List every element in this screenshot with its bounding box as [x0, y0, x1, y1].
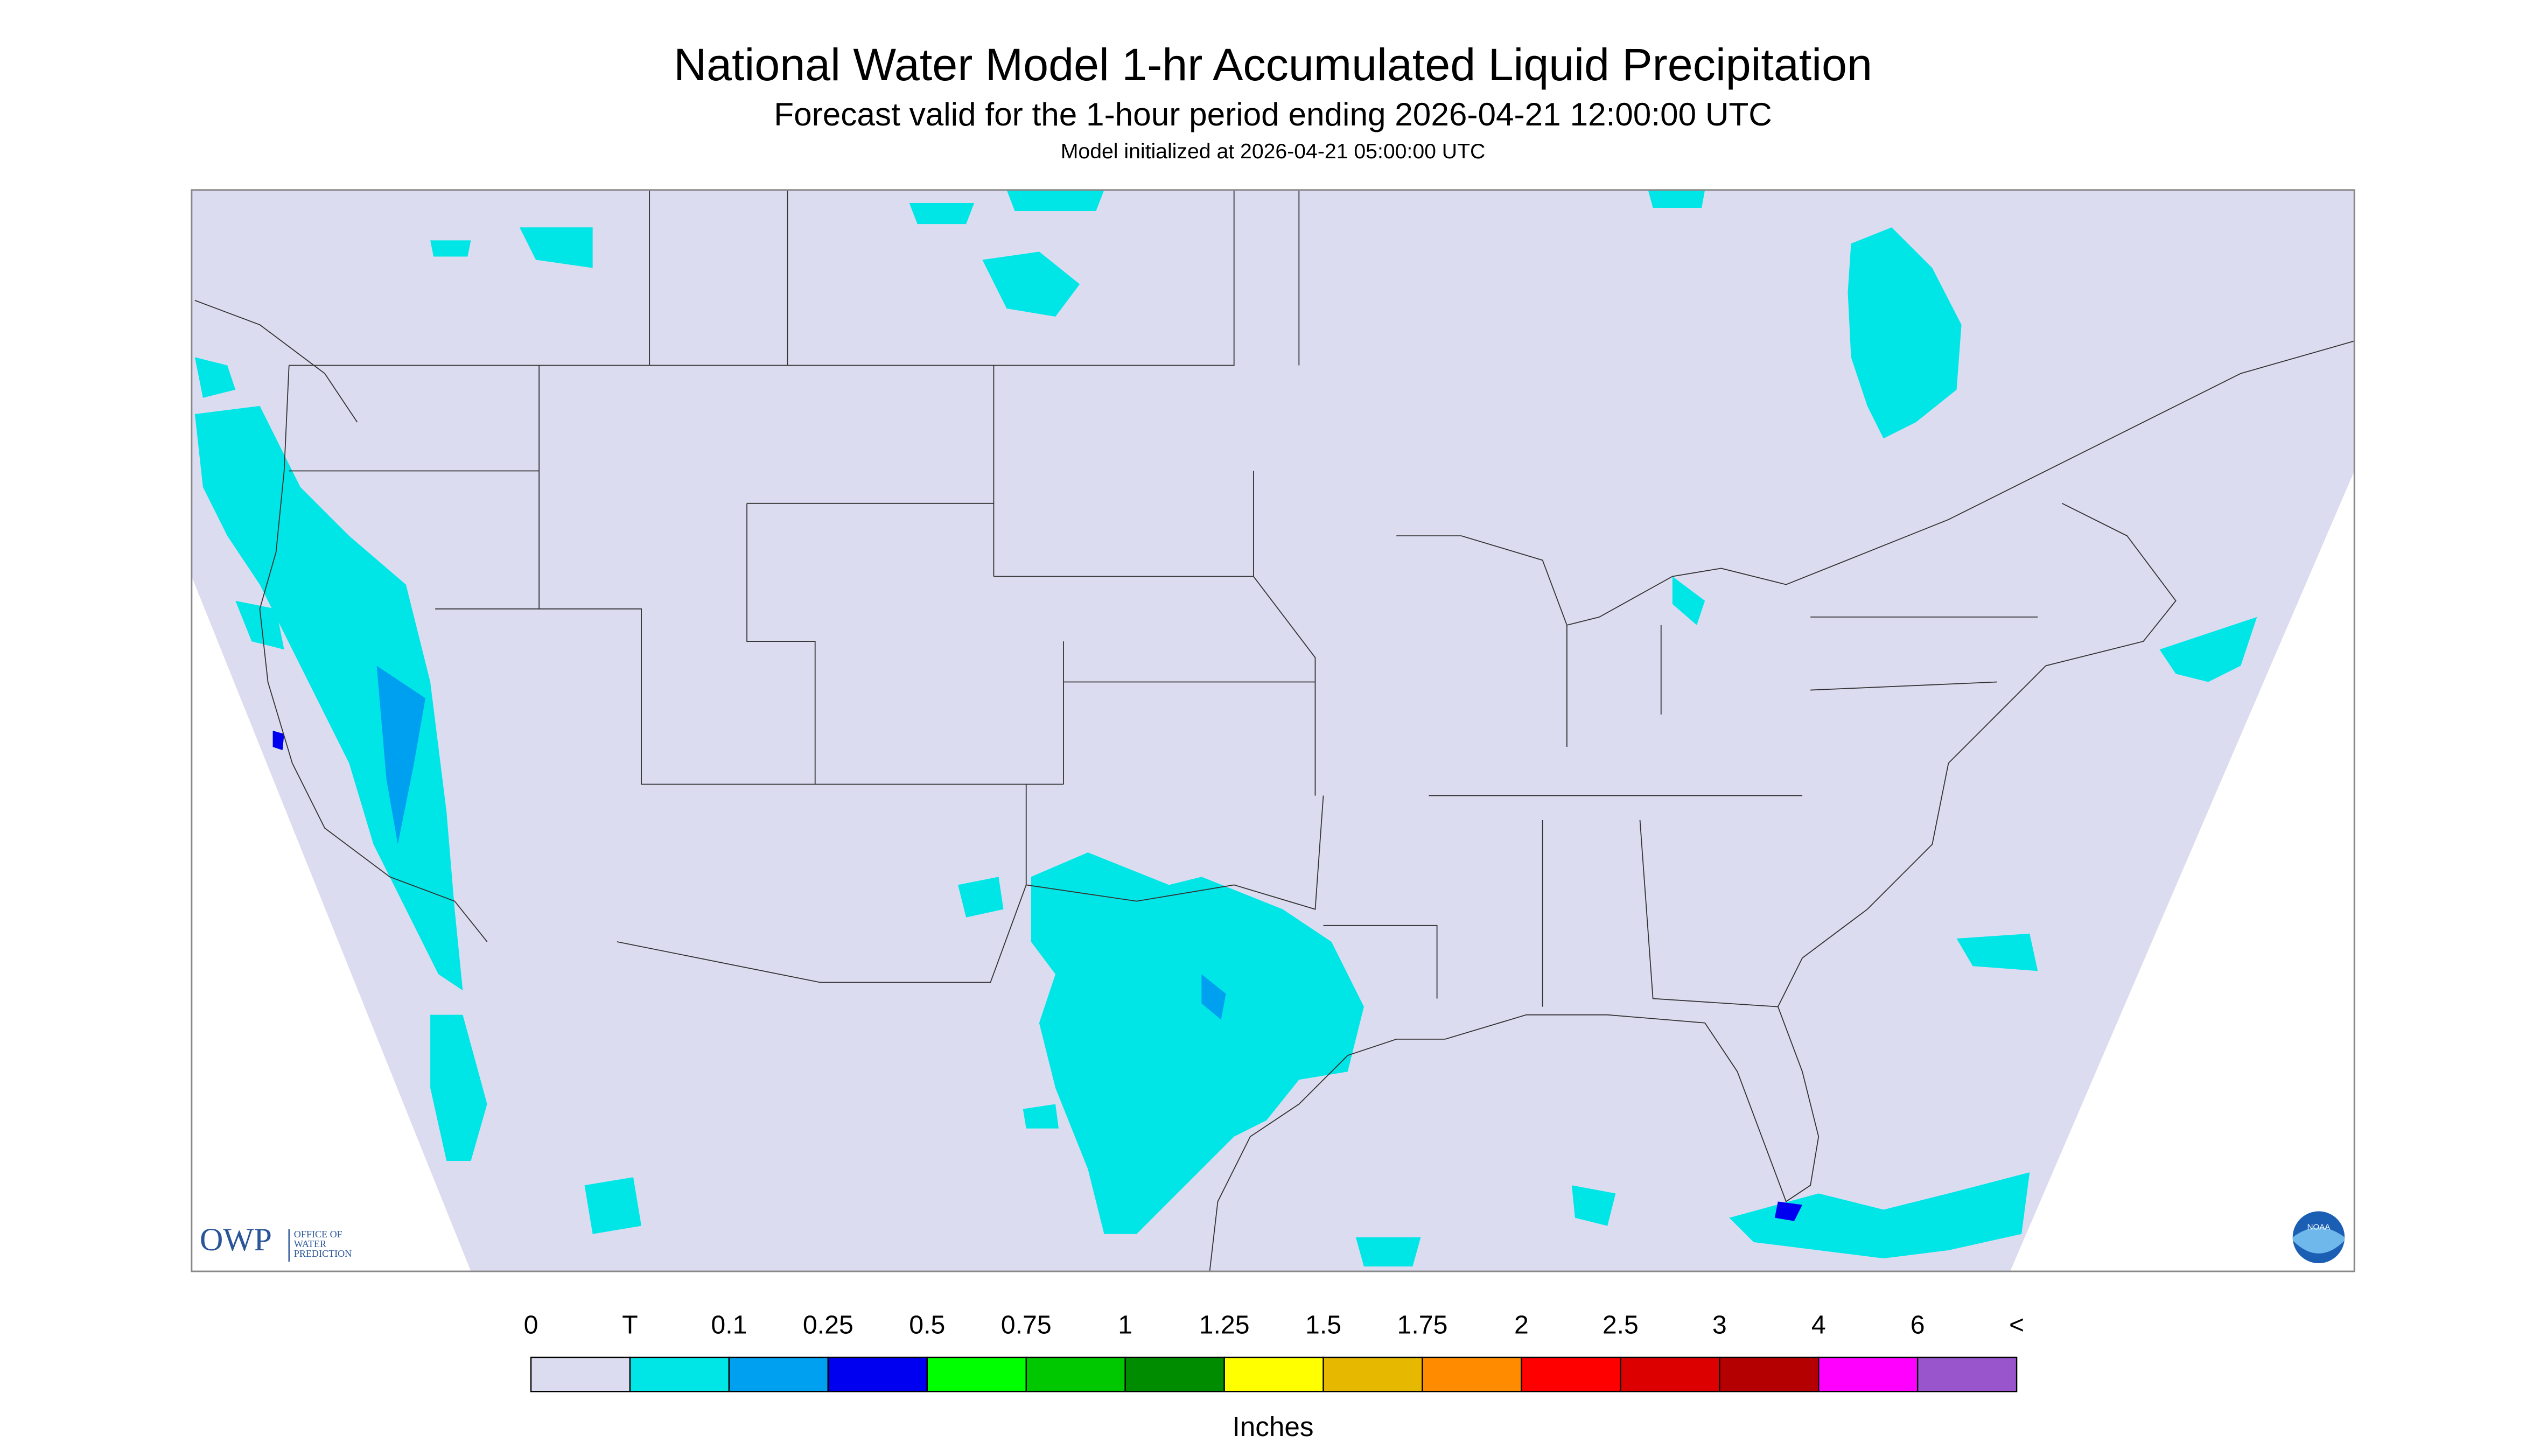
legend-label: 6 [1911, 1310, 1925, 1339]
owp-logo: OWP [200, 1222, 272, 1258]
boundaries [194, 190, 2355, 1272]
legend-swatch [1521, 1356, 1621, 1392]
legend-swatch [1422, 1356, 1522, 1392]
legend-swatch [1025, 1356, 1126, 1392]
legend-label: 0.25 [803, 1310, 853, 1339]
legend-label: 0.5 [909, 1310, 945, 1339]
legend-swatch [1916, 1356, 2018, 1392]
legend-label: < [2009, 1310, 2024, 1339]
legend-label: 1.75 [1397, 1310, 1448, 1339]
map-frame [191, 189, 2355, 1272]
legend-label: 0.1 [711, 1310, 747, 1339]
legend-swatch [1323, 1356, 1423, 1392]
precip-areas [194, 190, 2257, 1267]
legend-swatch [1719, 1356, 1820, 1392]
legend-unit: Inches [1233, 1411, 1314, 1442]
noaa-logo-text: NOAA [2307, 1223, 2331, 1232]
legend-label: 4 [1811, 1310, 1826, 1339]
subtitle: Forecast valid for the 1-hour period end… [774, 96, 1772, 132]
noaa-logo-wave [2292, 1227, 2345, 1254]
legend-label: 2.5 [1603, 1310, 1639, 1339]
legend-swatch [827, 1356, 928, 1392]
legend-label: 0 [524, 1310, 538, 1339]
legend-swatch [926, 1356, 1027, 1392]
legend-label: T [622, 1310, 638, 1339]
legend-label: 1.5 [1305, 1310, 1341, 1339]
legend-swatch [1223, 1356, 1324, 1392]
legend-swatch [1818, 1356, 1919, 1392]
legend-label: 3 [1712, 1310, 1727, 1339]
owp-logo-text: WATER [294, 1238, 327, 1249]
init-time: Model initialized at 2026-04-21 05:00:00… [1061, 140, 1486, 163]
title: National Water Model 1-hr Accumulated Li… [674, 39, 1872, 90]
legend-swatch [1620, 1356, 1720, 1392]
legend-label: 0.75 [1001, 1310, 1052, 1339]
legend-label: 2 [1514, 1310, 1529, 1339]
legend-swatch [530, 1356, 631, 1392]
legend-swatch [728, 1356, 829, 1392]
legend-swatch [1124, 1356, 1225, 1392]
owp-logo-text: OFFICE OF [294, 1229, 342, 1240]
map: OWP OFFICE OF WATER PREDICTION NOAA [191, 189, 2355, 1272]
legend: 0 T 0.1 0.25 0.5 0.75 1 1.25 1.5 1.75 2 2.5 3 4 6 < [524, 1310, 2024, 1392]
legend-swatch [629, 1356, 730, 1392]
owp-logo-text: PREDICTION [294, 1248, 352, 1259]
legend-label: 1 [1118, 1310, 1132, 1339]
legend-label: 1.25 [1199, 1310, 1250, 1339]
